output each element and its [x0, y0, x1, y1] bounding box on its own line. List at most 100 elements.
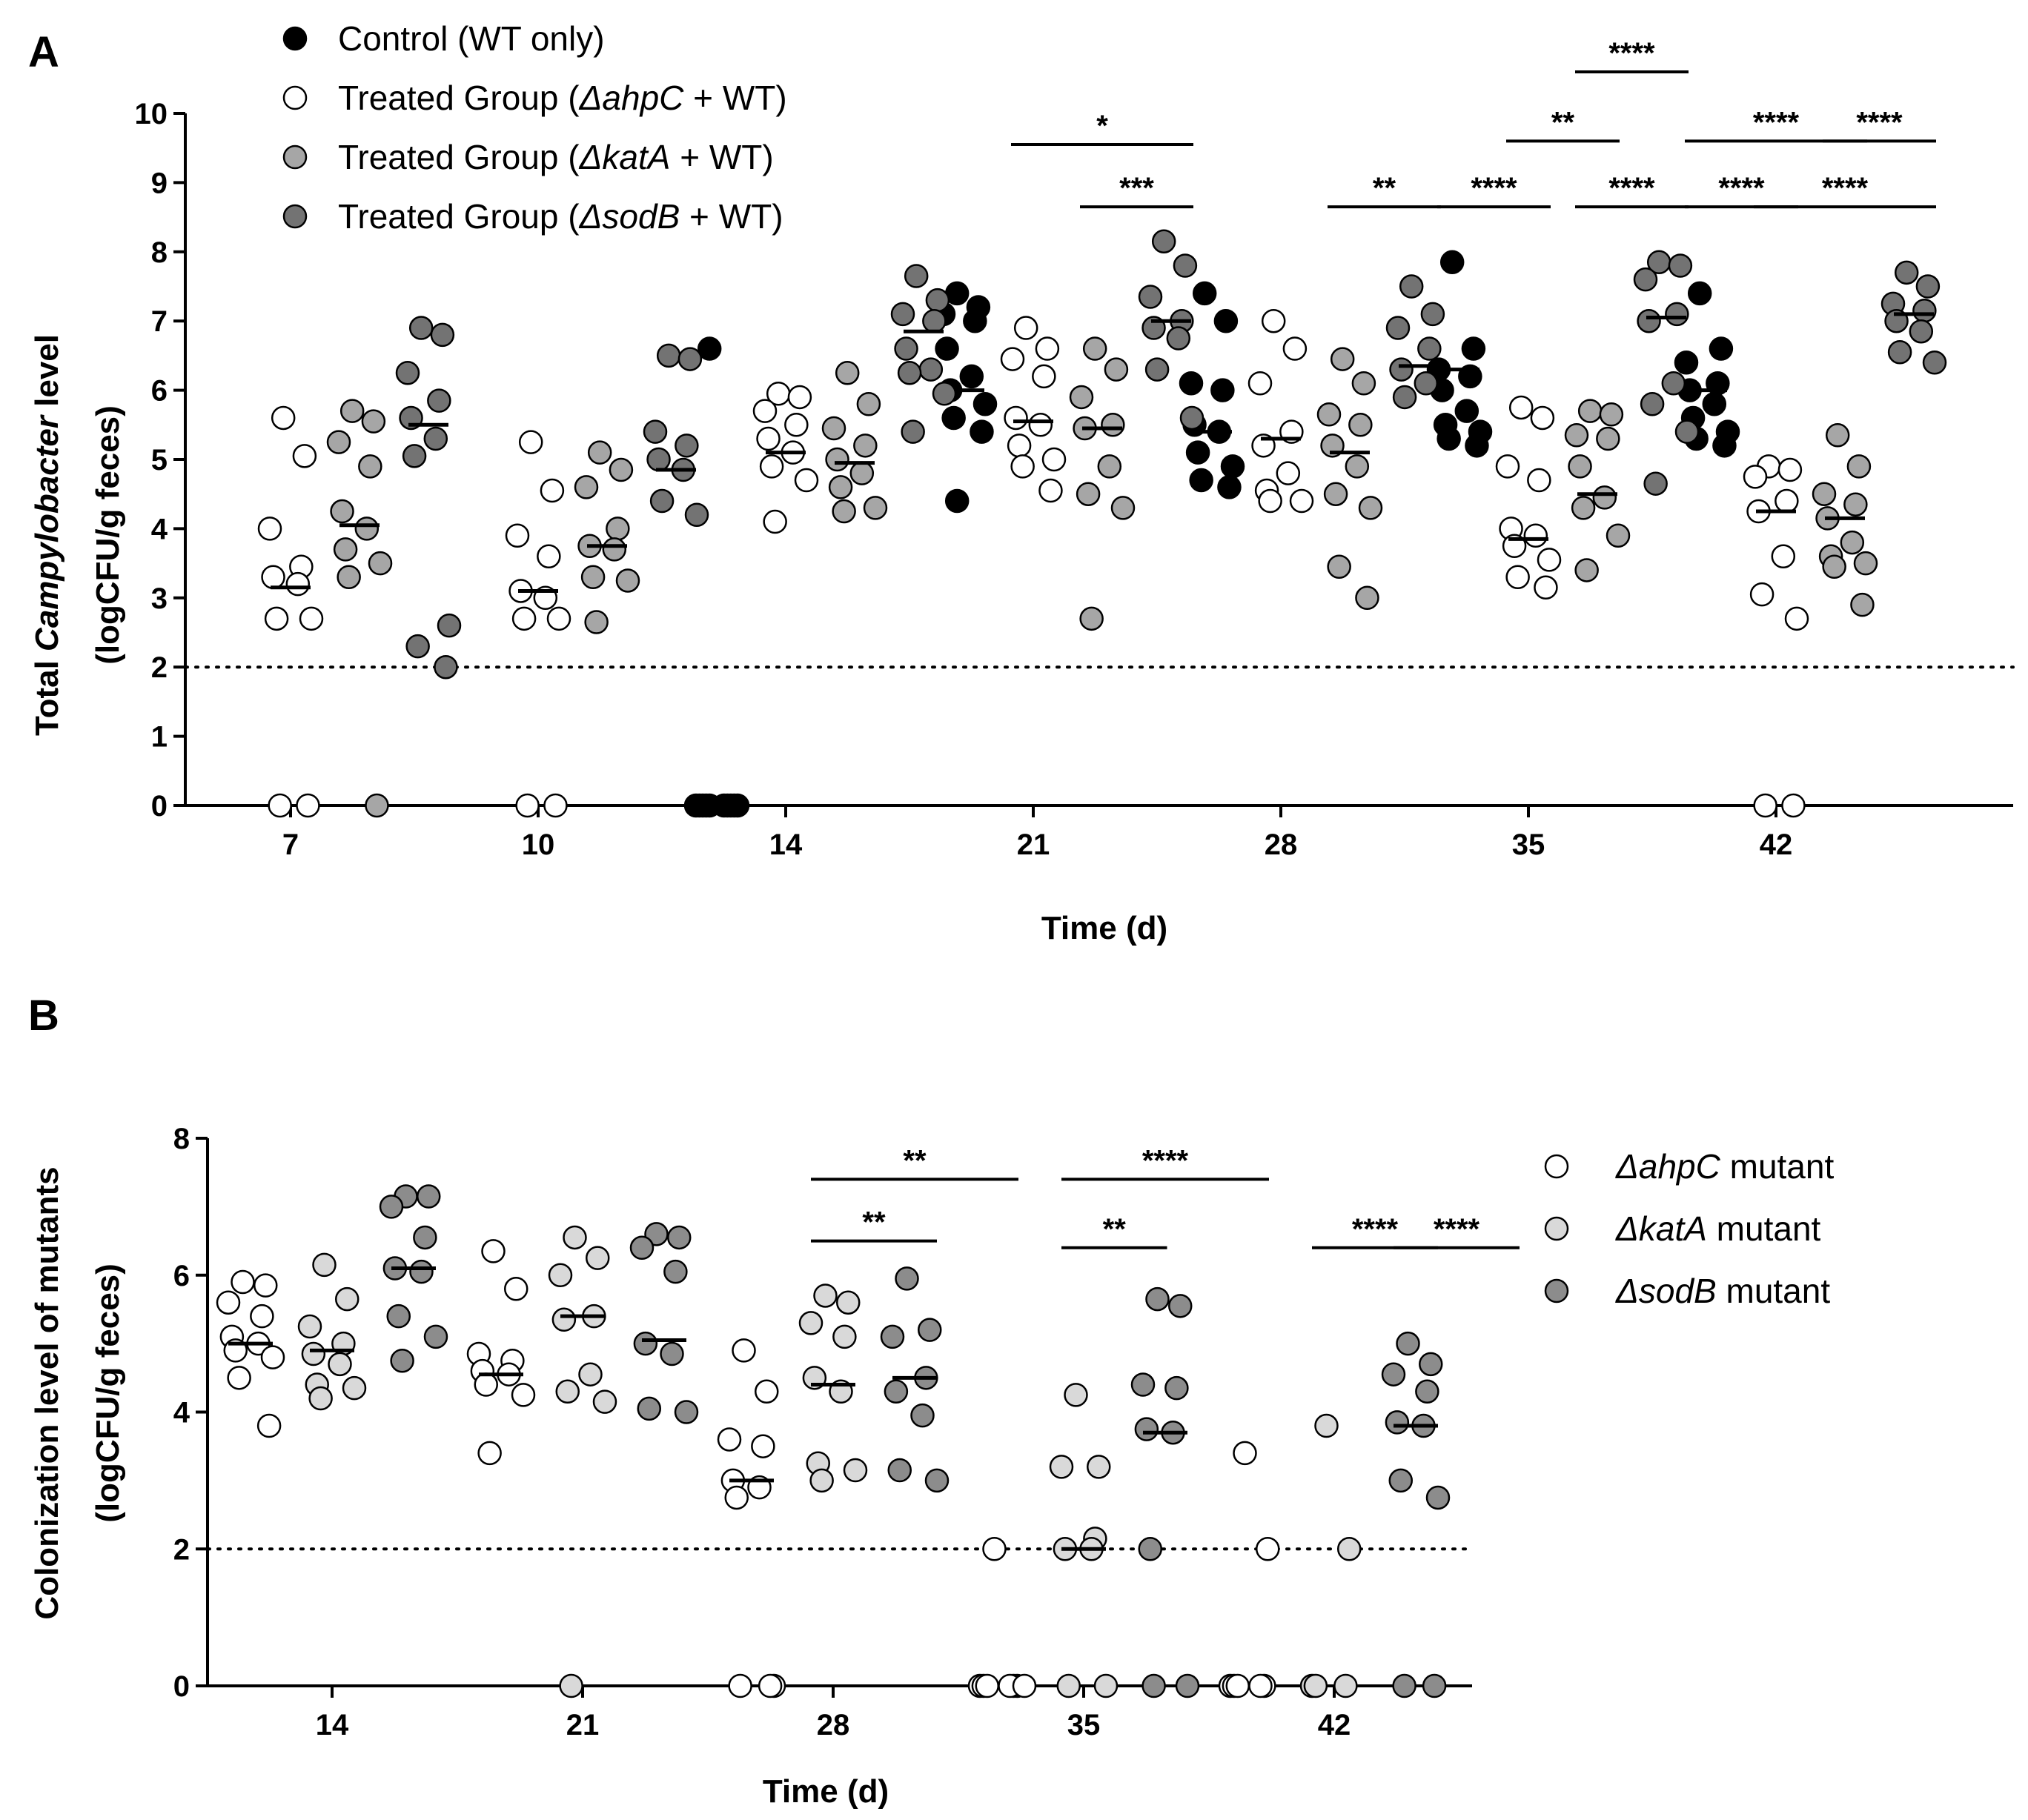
ahpC-data-point	[1041, 447, 1067, 472]
ahpC-data-point	[1781, 793, 1806, 818]
katA-data-point	[1333, 1673, 1358, 1698]
ahpC-data-point	[227, 1366, 251, 1390]
sodB-data-point	[880, 1324, 905, 1349]
control-data-point	[970, 419, 994, 444]
legend-marker-control	[282, 26, 308, 51]
significance-label: ****	[1822, 172, 1869, 205]
y-tick-label: 2	[151, 651, 168, 684]
sodB-data-point	[1887, 339, 1912, 365]
katA-data-point	[1049, 1455, 1074, 1479]
ahpC-data-point	[787, 385, 812, 410]
sodB-data-point	[1138, 1537, 1162, 1561]
sodB-data-point	[390, 1348, 414, 1373]
katA-data-point	[1853, 551, 1878, 576]
panel-b-x-axis-title: Time (d)	[763, 1773, 889, 1810]
control-data-point	[1439, 250, 1465, 275]
katA-data-point	[863, 496, 888, 520]
ahpC-data-point	[299, 606, 324, 631]
panel-a-points	[257, 229, 1947, 818]
ahpC-data-point	[1000, 347, 1025, 371]
ahpC-data-point	[231, 1269, 255, 1295]
significance-label: ****	[1608, 37, 1655, 70]
control-data-point	[963, 308, 987, 333]
y-tick-label: 8	[151, 236, 168, 269]
ahpC-data-point	[1537, 548, 1562, 572]
y-tick-label: 2	[173, 1533, 190, 1566]
sodB-data-point	[656, 343, 681, 368]
sodB-data-point	[423, 426, 448, 451]
katA-data-point	[1110, 496, 1136, 520]
legend-marker-sodB	[282, 204, 308, 229]
katA-data-point	[849, 461, 875, 485]
ahpC-data-point	[1505, 565, 1530, 590]
sodB-data-point	[1665, 302, 1689, 327]
legend-label-control: Control (WT only)	[338, 19, 605, 58]
ahpC-data-point	[296, 793, 320, 818]
katA-data-point	[1606, 523, 1631, 548]
y-tick-label: 6	[173, 1260, 190, 1292]
ahpC-data-point	[763, 509, 787, 534]
sodB-data-point	[1138, 285, 1163, 309]
y-tick-label: 4	[151, 513, 168, 545]
katA-data-point	[606, 517, 630, 541]
katA-data-point	[301, 1341, 326, 1366]
control-data-point	[941, 405, 966, 431]
katA-data-point	[1846, 454, 1872, 479]
ahpC-data-point	[254, 1273, 278, 1298]
legend-marker-sodB_B	[1544, 1278, 1569, 1303]
sodB-data-point	[1381, 1362, 1406, 1386]
katA-data-point	[1348, 413, 1373, 437]
sodB-data-point	[1173, 253, 1198, 278]
ahpC-data-point	[1010, 454, 1035, 479]
katA-data-point	[548, 1263, 573, 1287]
sodB-data-point	[427, 388, 451, 413]
ahpC-data-point	[752, 399, 778, 423]
ahpC-data-point	[474, 1372, 498, 1397]
sodB-data-point	[924, 1468, 950, 1493]
significance-label: ****	[1856, 106, 1903, 139]
katA-data-point	[551, 1307, 577, 1332]
katA-data-point	[832, 499, 856, 524]
sodB-data-point	[922, 308, 947, 333]
katA-data-point	[853, 434, 878, 458]
katA-data-point	[1850, 592, 1875, 617]
katA-data-point	[342, 1375, 367, 1401]
significance-label: **	[1551, 106, 1575, 139]
ahpC-data-point	[794, 468, 819, 493]
significance-label: ****	[1753, 106, 1800, 139]
x-tick-label: 42	[1760, 828, 1793, 861]
ahpC-data-point	[732, 1338, 756, 1363]
katA-data-point	[1358, 496, 1383, 520]
y-tick-label: 0	[173, 1670, 190, 1703]
katA-data-point	[1596, 426, 1620, 451]
ahpC-data-point	[755, 1379, 779, 1404]
ahpC-data-point	[477, 1441, 502, 1466]
katA-data-point	[828, 475, 853, 499]
ahpC-data-point	[1004, 405, 1028, 431]
sodB-data-point	[1414, 371, 1439, 396]
sodB-data-point	[887, 1458, 912, 1483]
sodB-data-point	[1399, 274, 1424, 299]
panel-a-legend: Control (WT only) Treated Group (ΔahpC + …	[282, 19, 787, 236]
ahpC-data-point	[784, 413, 809, 437]
sodB-data-point	[1417, 336, 1442, 361]
ahpC-data-point	[1032, 364, 1056, 389]
ahpC-data-point	[261, 565, 285, 590]
ahpC-data-point	[250, 1303, 274, 1329]
katA-data-point	[856, 392, 881, 416]
legend-label-sodB_B: ΔsodB mutant	[1615, 1272, 1830, 1310]
ahpC-data-point	[1035, 336, 1060, 361]
sodB-data-point	[1179, 405, 1204, 431]
sodB-data-point	[1419, 1352, 1443, 1377]
ahpC-data-point	[717, 1427, 742, 1452]
sodB-data-point	[649, 488, 675, 514]
sodB-data-point	[643, 419, 668, 444]
sodB-data-point	[1415, 1379, 1439, 1404]
significance-label: ****	[1352, 1213, 1399, 1246]
ahpC-data-point	[1248, 1673, 1273, 1698]
control-data-point	[697, 336, 722, 361]
katA-data-point	[1564, 423, 1589, 448]
sodB-data-point	[1392, 1673, 1416, 1698]
ahpC-data-point	[511, 606, 537, 631]
panel-b-axes: 0 2 4 6 8 14 21 28 35 42	[173, 1123, 1474, 1741]
